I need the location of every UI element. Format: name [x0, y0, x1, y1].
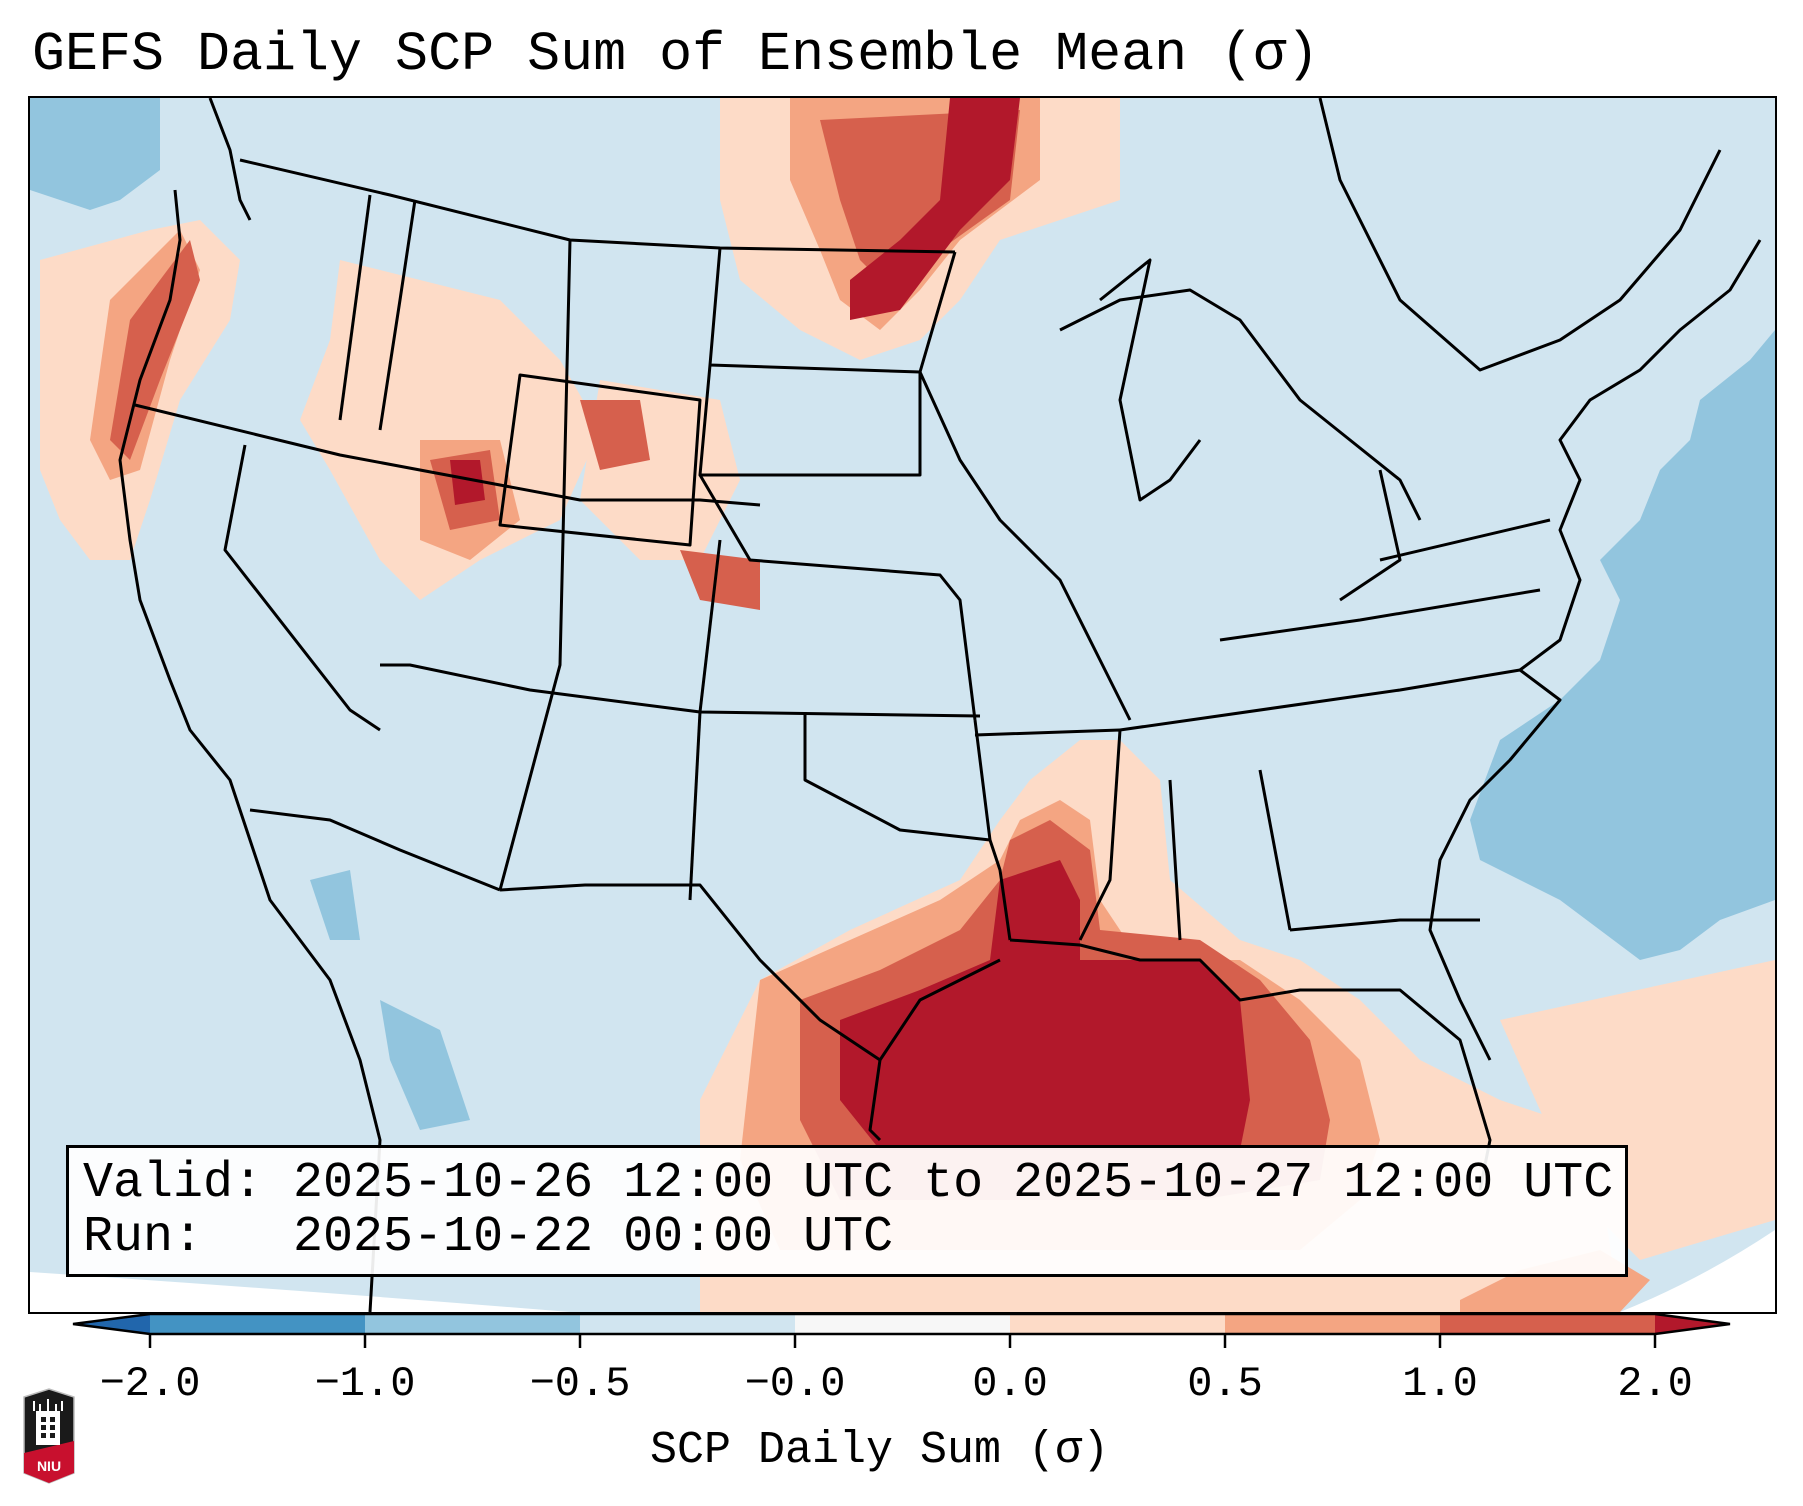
colorbar-label: SCP Daily Sum (σ) [650, 1425, 1110, 1476]
border-co-ks [698, 539, 722, 713]
tick-label: 1.0 [1402, 1360, 1478, 1408]
border-id-wa [338, 194, 372, 421]
niu-logo: NIU [23, 1388, 75, 1484]
anomaly-gulf-darkred [840, 860, 1250, 1150]
border-ut-nm [498, 239, 572, 891]
logo-spires [33, 1399, 63, 1411]
colorbar-extend-low [73, 1314, 150, 1334]
border-north-dakota [708, 247, 957, 374]
border-mexico-texas [499, 883, 881, 1062]
border-ga-fl [1289, 918, 1480, 932]
anomaly-colorado-red [680, 550, 760, 610]
lake-michigan [1099, 258, 1202, 502]
border-arkansas [974, 728, 1122, 941]
tick-label: −2.0 [99, 1360, 201, 1408]
chart-title: GEFS Daily SCP Sum of Ensemble Mean (σ) [32, 23, 1320, 86]
border-oklahoma [803, 712, 991, 842]
colorbar [72, 1312, 1731, 1348]
border-or-ca-nv [134, 403, 761, 507]
colorbar-segment [795, 1314, 1011, 1334]
map-svg [30, 98, 1775, 1312]
anomaly-caribbean-peach [1500, 960, 1775, 1260]
border-nebraska-kansas [698, 474, 977, 721]
anomaly-utah-darkred [450, 460, 485, 505]
east-coastline-south [1428, 668, 1562, 1061]
border-south-dakota [698, 364, 922, 477]
off-projection-corner-left [30, 1272, 570, 1312]
border-ohio-pa [1339, 469, 1402, 602]
border-az-ut [380, 663, 981, 718]
border-id-mt [378, 199, 417, 431]
colorbar-segment [580, 1314, 796, 1334]
anomaly-gulf-california-negative [380, 1000, 470, 1130]
gulf-coastline [1009, 938, 1492, 1191]
valid-time-text: Valid: 2025-10-26 12:00 UTC to 2025-10-2… [83, 1155, 1614, 1212]
run-time-text: Run: 2025-10-22 00:00 UTC [83, 1209, 894, 1266]
info-box: Valid: 2025-10-26 12:00 UTC to 2025-10-2… [66, 1145, 1628, 1277]
border-wyoming [498, 373, 702, 547]
anomaly-pacific-negative [30, 98, 160, 210]
logo-red-band [24, 1441, 74, 1483]
border-al-ga [1258, 769, 1292, 931]
logo-tower-icon [36, 1411, 60, 1445]
east-coastline-north [1519, 239, 1762, 672]
mississippi-river [918, 371, 1132, 721]
tick-label: 0.0 [972, 1360, 1048, 1408]
colorbar-segment [1440, 1314, 1656, 1334]
anomaly-wyoming-red [580, 400, 650, 470]
tick-label: −0.5 [529, 1360, 631, 1408]
st-lawrence [1318, 98, 1722, 372]
border-pa [1379, 518, 1551, 562]
texas-coast-north [878, 958, 1001, 1061]
puget-sound [208, 98, 252, 221]
tick-label: −1.0 [314, 1360, 416, 1408]
anomaly-baja-negative [310, 870, 360, 940]
tick-label: 2.0 [1617, 1360, 1693, 1408]
tick-label: −0.0 [744, 1360, 846, 1408]
tick-label: 0.5 [1187, 1360, 1263, 1408]
colorbar-extend-high [1655, 1314, 1730, 1334]
border-ok-ar-la [973, 719, 1012, 941]
border-tn-nc [1119, 668, 1521, 732]
border-nm-tx [688, 711, 702, 901]
colorbar-segment [150, 1314, 366, 1334]
colorbar-segment [1010, 1314, 1226, 1334]
west-coastline [118, 189, 382, 1312]
off-projection-corner-right [1620, 1230, 1775, 1312]
texas-coast-south [868, 1059, 882, 1142]
colorbar-segment [1225, 1314, 1441, 1334]
border-nv [223, 444, 381, 732]
anomaly-intermountain-peach [300, 260, 600, 600]
anomaly-northern-plains-darkred [850, 98, 1020, 320]
border-ms-al [1168, 779, 1182, 941]
logo-text: NIU [37, 1458, 61, 1474]
boundaries [118, 98, 1762, 1312]
map-panel [30, 98, 1775, 1312]
border-ohio-river [1219, 588, 1541, 642]
border-mexico-west [249, 808, 501, 892]
anomaly-atlantic-negative [1470, 330, 1775, 960]
colorbar-segment [365, 1314, 581, 1334]
